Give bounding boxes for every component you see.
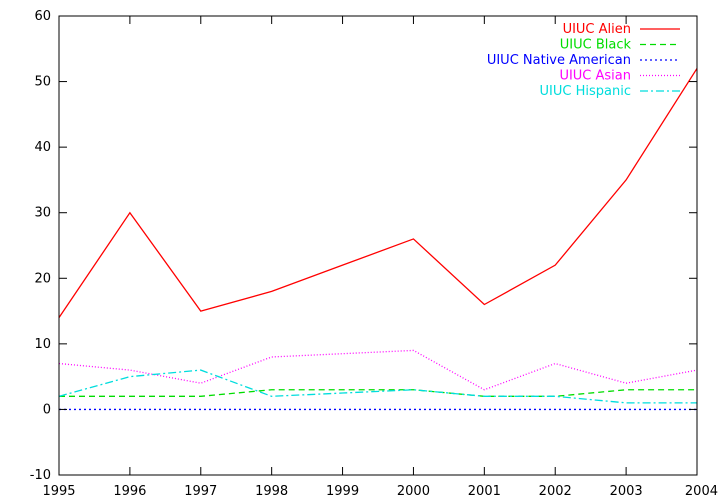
- x-tick-label: 2000: [397, 484, 430, 499]
- x-tick-label: 1998: [255, 484, 288, 499]
- x-tick-label: 2002: [539, 484, 572, 499]
- legend-label: UIUC Asian: [559, 69, 631, 84]
- plot-lines: [58, 68, 698, 411]
- x-tick-label: 2001: [468, 484, 501, 499]
- x-tick-label: 2003: [610, 484, 643, 499]
- y-tick-label: 0: [43, 402, 51, 417]
- plot-frame: [58, 15, 698, 476]
- y-tick-label: 20: [34, 271, 51, 286]
- legend-label: UIUC Native American: [487, 53, 631, 68]
- y-tick-label: 50: [34, 75, 51, 90]
- y-tick-label: 10: [34, 337, 51, 352]
- y-tick-label: -10: [30, 468, 51, 483]
- axes: -10 0 10 20 30 40 50 60 1995 1996 1997 1998 1999 2000…: [30, 9, 718, 499]
- y-tick-label: 40: [34, 140, 51, 155]
- x-tick-label: 1999: [326, 484, 359, 499]
- legend-label: UIUC Alien: [563, 22, 631, 37]
- legend-label: UIUC Black: [560, 38, 632, 53]
- x-tick-label: 1997: [184, 484, 217, 499]
- series-line-3: [58, 349, 698, 391]
- x-tick-label: 1996: [113, 484, 146, 499]
- y-tick-label: 30: [34, 206, 51, 221]
- series-line-1: [59, 389, 697, 397]
- x-tick-label: 1995: [42, 484, 75, 499]
- y-tick-label: 60: [34, 9, 51, 24]
- series-line-4: [58, 369, 697, 404]
- x-tick-label: 2004: [685, 484, 718, 499]
- series-line-0: [58, 68, 698, 318]
- legend-label: UIUC Hispanic: [540, 84, 631, 99]
